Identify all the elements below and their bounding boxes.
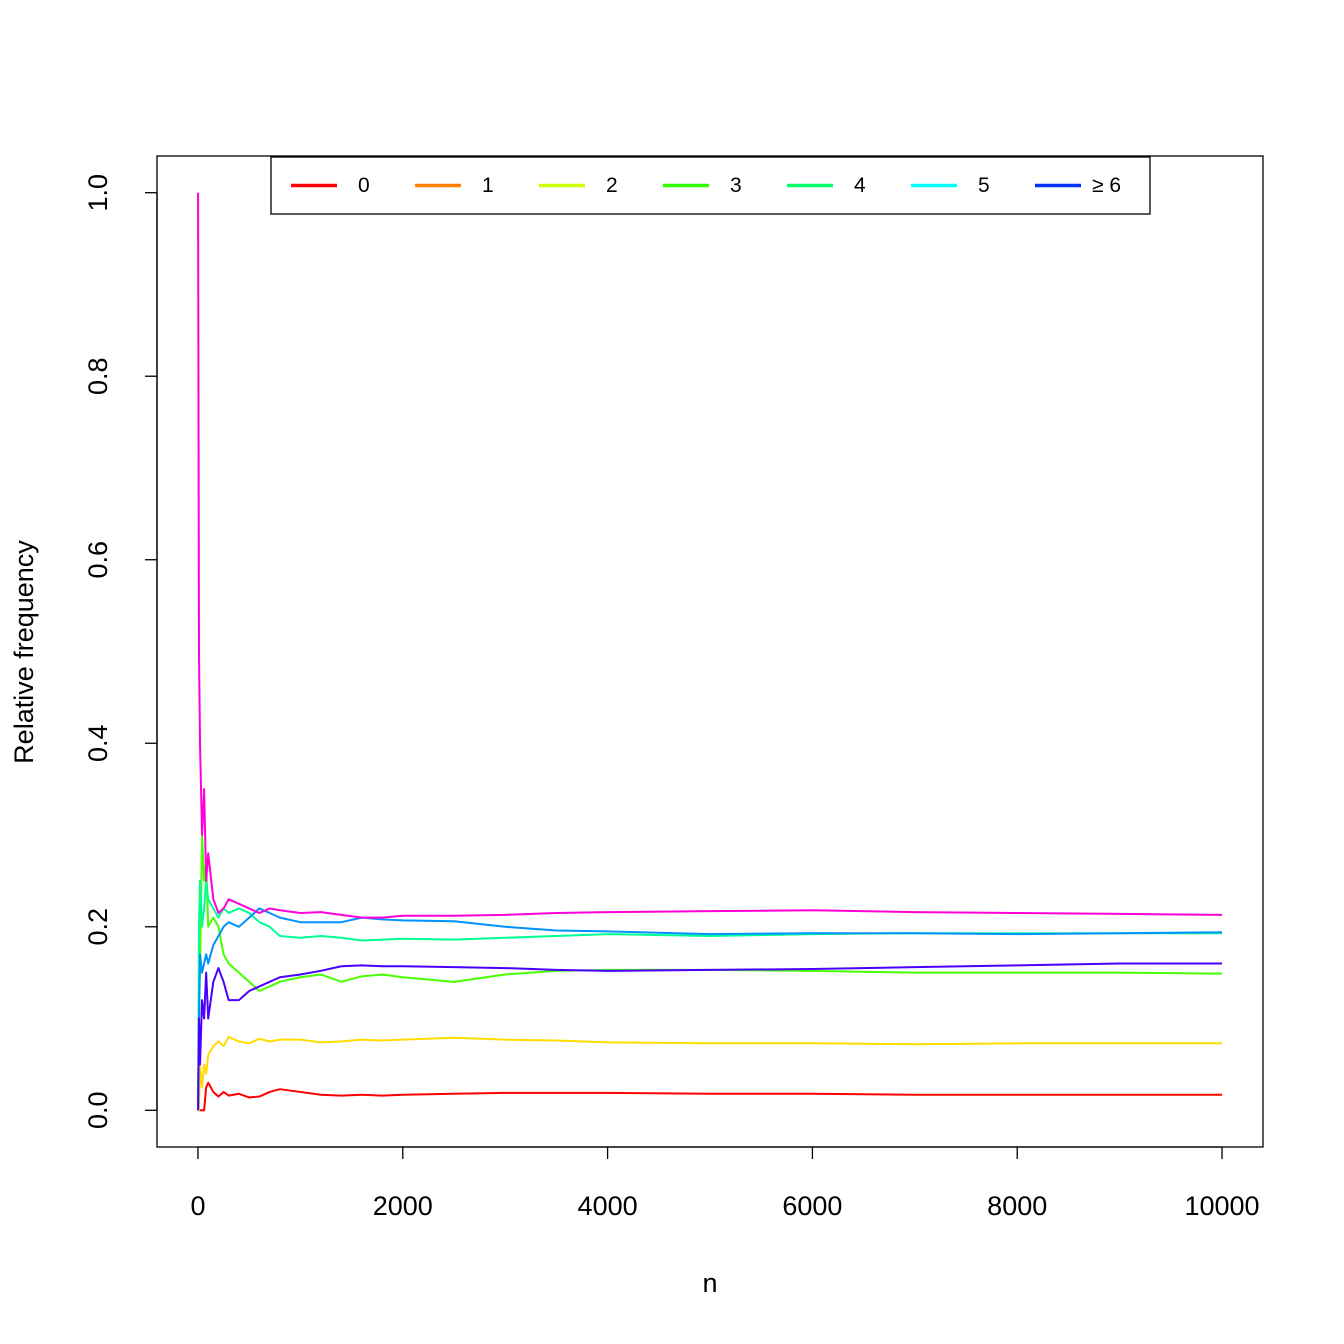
y-tick-label: 0.8 xyxy=(83,357,113,395)
x-axis-label: n xyxy=(702,1268,717,1298)
legend-label: 2 xyxy=(606,174,618,197)
plot-frame xyxy=(156,155,1264,1148)
y-axis-label: Relative frequency xyxy=(9,540,39,764)
series-line xyxy=(197,1035,1223,1112)
legend-label: 1 xyxy=(482,174,494,197)
x-tick-label: 8000 xyxy=(987,1191,1047,1221)
x-tick-label: 0 xyxy=(190,1191,205,1221)
legend-box xyxy=(270,156,1151,215)
x-tick-label: 2000 xyxy=(373,1191,433,1221)
legend-label: 5 xyxy=(978,174,990,197)
series-line xyxy=(197,879,1223,1111)
y-tick-label: 0.2 xyxy=(83,908,113,946)
series-line xyxy=(197,907,1223,1111)
legend-label: 4 xyxy=(854,174,866,197)
x-tick-label: 6000 xyxy=(782,1191,842,1221)
x-tick-label: 10000 xyxy=(1184,1191,1259,1221)
y-tick-label: 0.0 xyxy=(83,1092,113,1130)
legend-label: 3 xyxy=(730,174,742,197)
series-line xyxy=(197,192,1223,919)
x-tick-label: 4000 xyxy=(578,1191,638,1221)
legend-label: ≥ 6 xyxy=(1092,174,1121,197)
legend-label: 0 xyxy=(358,174,370,197)
series-line xyxy=(197,1081,1223,1112)
y-tick-label: 1.0 xyxy=(83,174,113,212)
y-tick-label: 0.4 xyxy=(83,724,113,762)
series-line xyxy=(197,962,1223,1111)
y-tick-label: 0.6 xyxy=(83,541,113,579)
